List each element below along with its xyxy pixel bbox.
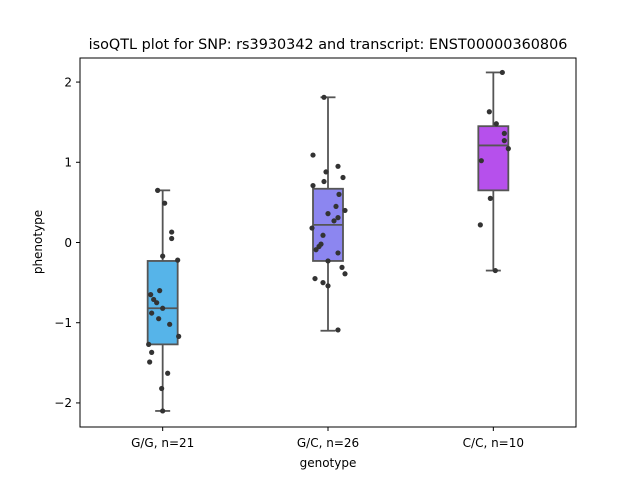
data-point [325,283,331,289]
data-point [176,333,182,339]
y-tick-label: −2 [54,396,72,410]
data-point [335,215,341,221]
data-point [169,229,175,235]
data-point [336,191,342,197]
data-point [335,327,341,333]
data-point [492,267,498,274]
data-point [169,235,175,242]
data-point [335,163,341,169]
data-point [157,288,163,294]
data-point [146,341,152,347]
data-point [160,305,166,311]
data-point [310,182,316,189]
data-point [160,253,166,259]
chart-title: isoQTL plot for SNP: rs3930342 and trans… [89,37,568,53]
x-axis-label: genotype [300,456,357,470]
y-tick-label: 2 [64,75,72,89]
data-point [477,222,483,228]
data-point [478,158,484,164]
data-point [333,203,339,210]
iqr-box [477,125,510,192]
box-group [146,71,510,412]
y-tick-label: 0 [64,236,72,250]
data-point [331,218,337,224]
data-point [325,258,331,264]
data-point [501,130,507,137]
data-point [323,169,329,175]
iqr-box [146,260,179,346]
data-point [160,408,166,414]
data-point [313,247,319,253]
point-group [146,69,511,414]
data-point [486,109,492,115]
data-point [175,257,181,263]
data-point [493,121,499,127]
data-point [309,225,315,231]
data-point [505,146,511,152]
data-point [147,359,153,365]
data-point [312,275,318,282]
y-tick-label: 1 [64,156,72,170]
data-point [335,250,341,256]
data-point [342,207,348,214]
data-point [342,271,348,277]
x-tick-label: G/C, n=26 [297,436,359,450]
data-point [149,349,155,355]
data-point [340,174,346,181]
box-3 [477,71,510,272]
data-point [501,138,507,144]
data-point [310,152,316,158]
data-point [156,316,162,322]
data-point [162,200,168,206]
data-point [320,232,326,238]
data-point [320,280,326,286]
x-axis: G/G, n=21 G/C, n=26 C/C, n=10 [131,427,524,450]
data-point [165,370,171,376]
data-point [321,94,327,100]
data-point [499,69,505,76]
data-point [149,310,155,316]
data-point [487,195,493,201]
y-tick-label: −1 [54,316,72,330]
y-axis: −2 −1 0 1 2 [54,75,80,410]
data-point [325,211,331,217]
data-point [159,385,165,392]
x-tick-label: C/C, n=10 [463,436,524,450]
data-point [339,264,345,270]
data-point [148,292,154,298]
data-point [155,187,161,193]
data-point [154,300,160,306]
y-axis-label: phenotype [31,210,45,274]
data-point [321,178,327,185]
x-tick-label: G/G, n=21 [131,436,194,450]
data-point [167,321,173,327]
